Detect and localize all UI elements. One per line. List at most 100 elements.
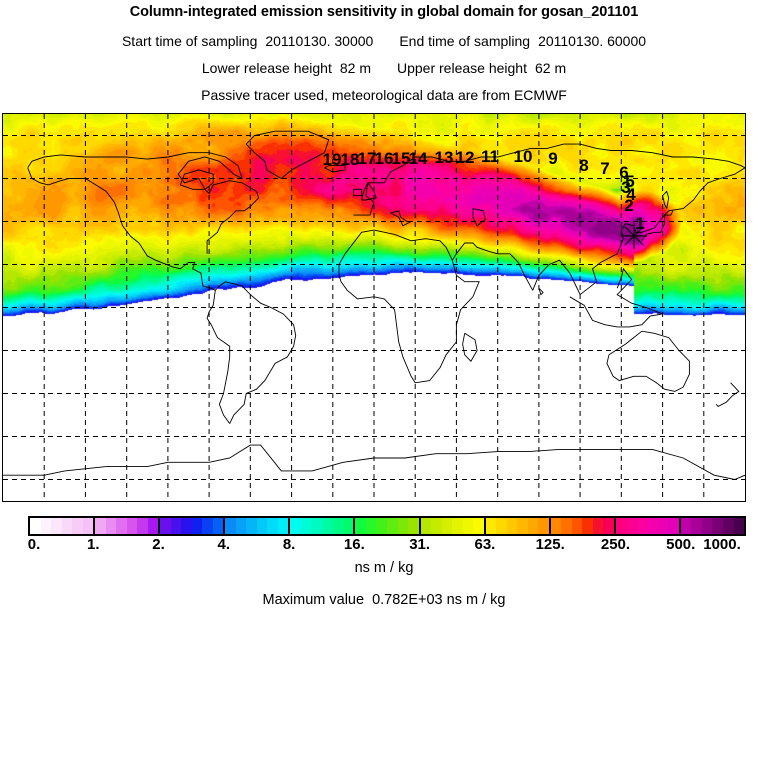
svg-text:7: 7	[600, 159, 609, 178]
svg-text:15: 15	[392, 149, 411, 168]
colorbar-step	[256, 518, 268, 534]
colorbar-step	[441, 518, 453, 534]
colorbar-step	[397, 518, 409, 534]
colorbar-tick: 125.	[535, 536, 565, 553]
colorbar-step	[387, 518, 398, 534]
svg-text:14: 14	[409, 149, 428, 168]
svg-text:13: 13	[435, 148, 454, 167]
colorbar-step	[452, 518, 463, 534]
colorbar-step	[95, 518, 106, 534]
colorbar-step	[473, 518, 484, 534]
colorbar-step	[332, 518, 343, 534]
colorbar-step	[30, 518, 41, 534]
colorbar-segment	[550, 518, 616, 534]
end-time-label: End time of sampling	[399, 33, 531, 49]
colorbar-step	[462, 518, 474, 534]
maximum-value-line: Maximum value 0.782E+03 ns m / kg	[0, 592, 768, 608]
colorbar-segment	[680, 518, 745, 534]
colorbar-step	[290, 518, 301, 534]
svg-text:3: 3	[621, 178, 630, 197]
colorbar-step	[626, 518, 637, 534]
colorbar-tick: 16.	[343, 536, 365, 553]
maximum-value-label: Maximum value	[262, 592, 365, 608]
svg-text:4: 4	[626, 185, 636, 204]
tracer-note: Passive tracer used, meteorological data…	[201, 87, 567, 103]
colorbar-step	[51, 518, 62, 534]
colorbar-tick: 500.	[666, 536, 696, 553]
svg-text:18: 18	[341, 150, 360, 169]
colorbar-step	[246, 518, 257, 534]
colorbar-step	[40, 518, 52, 534]
colorbar-step	[691, 518, 702, 534]
colorbar-segment	[485, 518, 551, 534]
colorbar-segment	[30, 518, 96, 534]
colorbar-step	[657, 518, 669, 534]
colorbar-step	[342, 518, 354, 534]
upper-release-label: Upper release height	[397, 60, 527, 76]
colorbar-step	[636, 518, 648, 534]
colorbar-segment	[160, 518, 226, 534]
colorbar-step	[82, 518, 94, 534]
colorbar-step	[571, 518, 583, 534]
svg-text:10: 10	[514, 147, 533, 166]
colorbar-step	[321, 518, 333, 534]
colorbar-step	[496, 518, 507, 534]
svg-text:12: 12	[456, 148, 475, 167]
colorbar-step	[538, 518, 549, 534]
colorbar-step	[647, 518, 658, 534]
colorbar-tick-labels: 0. 1. 2. 4. 8. 16. 31. 63. 125. 250. 500. 1000.	[0, 536, 768, 556]
colorbar-segment	[615, 518, 681, 534]
colorbar-tick: 1.	[87, 536, 100, 553]
colorbar-step	[225, 518, 236, 534]
colorbar-step	[527, 518, 539, 534]
colorbar-step	[160, 518, 171, 534]
colorbar-step	[181, 518, 192, 534]
colorbar-step	[170, 518, 182, 534]
sampling-time-line: Start time of sampling 20110130. 30000 End…	[0, 33, 768, 49]
colorbar-step	[235, 518, 247, 534]
svg-text:16: 16	[375, 149, 394, 168]
svg-text:8: 8	[579, 156, 588, 175]
colorbar-step	[137, 518, 148, 534]
svg-text:2: 2	[624, 196, 633, 215]
end-time-value: 20110130. 60000	[538, 33, 647, 49]
colorbar-step	[105, 518, 117, 534]
start-time-value: 20110130. 30000	[265, 33, 374, 49]
colorbar-segment	[290, 518, 356, 534]
colorbar-step	[147, 518, 159, 534]
colorbar-step	[668, 518, 679, 534]
release-height-line: Lower release height 82 m Upper release he…	[0, 60, 768, 76]
colorbar-step	[408, 518, 419, 534]
colorbar-step	[517, 518, 528, 534]
colorbar-step	[680, 518, 692, 534]
colorbar-tick: 250.	[600, 536, 631, 553]
colorbar-step	[723, 518, 734, 534]
colorbar-step	[592, 518, 604, 534]
colorbar-step	[485, 518, 497, 534]
colorbar-step	[701, 518, 713, 534]
colorbar-segment	[95, 518, 161, 534]
svg-text:1: 1	[635, 214, 644, 233]
colorbar-step	[212, 518, 224, 534]
colorbar-step	[712, 518, 723, 534]
colorbar-tick: 2.	[152, 536, 165, 553]
colorbar-step	[311, 518, 322, 534]
svg-text:9: 9	[548, 149, 557, 168]
colorbar-step	[733, 518, 745, 534]
colorbar-step	[561, 518, 572, 534]
colorbar-step	[550, 518, 562, 534]
map-plot-area: 19 18 17 16 15 14 13 12 11 10 9 8 7 6 5 4 3 2 1	[2, 113, 746, 502]
graticule-overlay	[3, 114, 745, 501]
svg-text:19: 19	[323, 150, 342, 169]
upper-release-value: 62 m	[534, 60, 567, 76]
colorbar-step	[61, 518, 73, 534]
colorbar-tick: 4.	[217, 536, 231, 553]
colorbar-tick: 63.	[474, 536, 496, 553]
colorbar-step	[355, 518, 366, 534]
svg-text:6: 6	[619, 163, 628, 182]
colorbar	[28, 516, 746, 536]
colorbar-unit-label: ns m / kg	[354, 560, 414, 576]
colorbar-tick: 31.	[409, 536, 431, 553]
colorbar-step	[582, 518, 593, 534]
